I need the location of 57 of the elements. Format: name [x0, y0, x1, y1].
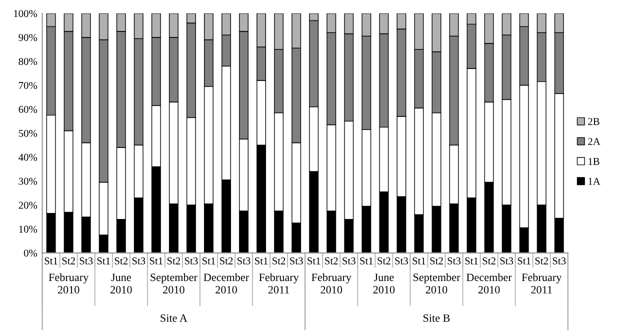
x-tick-label: St1: [202, 257, 216, 264]
legend-label: 2B: [588, 118, 600, 125]
y-tick-label: 100%: [14, 10, 38, 18]
text: February 2011: [522, 273, 562, 294]
y-tick-label: 30%: [18, 178, 38, 185]
x-tick-label: St3: [448, 257, 461, 264]
text: September 2010: [150, 273, 198, 294]
text: December 2010: [204, 273, 249, 294]
x-tick-label: St2: [220, 257, 233, 264]
legend-label: 1A: [588, 178, 600, 185]
y-tick-label: 20%: [18, 202, 38, 209]
x-tick-label: St3: [184, 257, 198, 264]
y-tick-label: 60%: [18, 106, 38, 113]
x-tick-label: St1: [412, 257, 426, 264]
x-tick-label: St2: [482, 257, 496, 264]
text: February 2010: [48, 273, 89, 294]
x-tick-label: St3: [342, 257, 356, 264]
x-tick-label: St2: [167, 257, 180, 264]
x-tick-label: St3: [238, 257, 250, 264]
text: September 2010: [413, 273, 460, 294]
x-tick-label: St2: [272, 257, 286, 264]
text: June 2010: [373, 274, 395, 294]
x-tick-label: St2: [430, 257, 443, 264]
x-tick-label: St1: [44, 257, 58, 264]
x-tick-label: St1: [308, 257, 320, 264]
text: Site A: [160, 314, 188, 322]
x-tick-label: St3: [80, 257, 93, 264]
y-tick-label: 40%: [18, 154, 38, 161]
x-tick-label: St2: [114, 257, 128, 264]
legend-label: 1B: [588, 158, 600, 165]
x-tick-label: St3: [132, 257, 146, 264]
legend-label: 2A: [588, 138, 600, 145]
x-tick-label: St1: [465, 257, 478, 264]
x-tick-label: St1: [97, 257, 110, 264]
x-tick-label: St1: [518, 257, 530, 264]
text: December 2010: [466, 273, 512, 294]
text: Site B: [423, 314, 450, 322]
y-tick-label: 80%: [18, 58, 38, 66]
y-tick-label: 10%: [19, 226, 38, 233]
x-tick-label: St3: [290, 257, 303, 264]
x-tick-label: St3: [395, 257, 408, 264]
text: June 2010: [110, 274, 132, 294]
x-tick-label: St3: [552, 257, 566, 264]
x-tick-label: St3: [500, 257, 514, 264]
y-tick-label: 70%: [19, 82, 38, 90]
x-tick-label: St2: [325, 257, 338, 264]
x-tick-label: St1: [360, 257, 373, 264]
x-tick-label: St2: [62, 257, 75, 264]
x-tick-label: St2: [535, 257, 548, 264]
x-tick-label: St1: [150, 257, 162, 264]
y-tick-label: 0%: [24, 250, 38, 257]
x-tick-label: St2: [378, 257, 390, 264]
x-tick-label: St1: [255, 257, 268, 264]
text: February 2011: [259, 273, 299, 294]
text: February 2010: [312, 273, 352, 294]
y-tick-label: 90%: [18, 34, 38, 42]
y-tick-label: 50%: [18, 130, 38, 137]
